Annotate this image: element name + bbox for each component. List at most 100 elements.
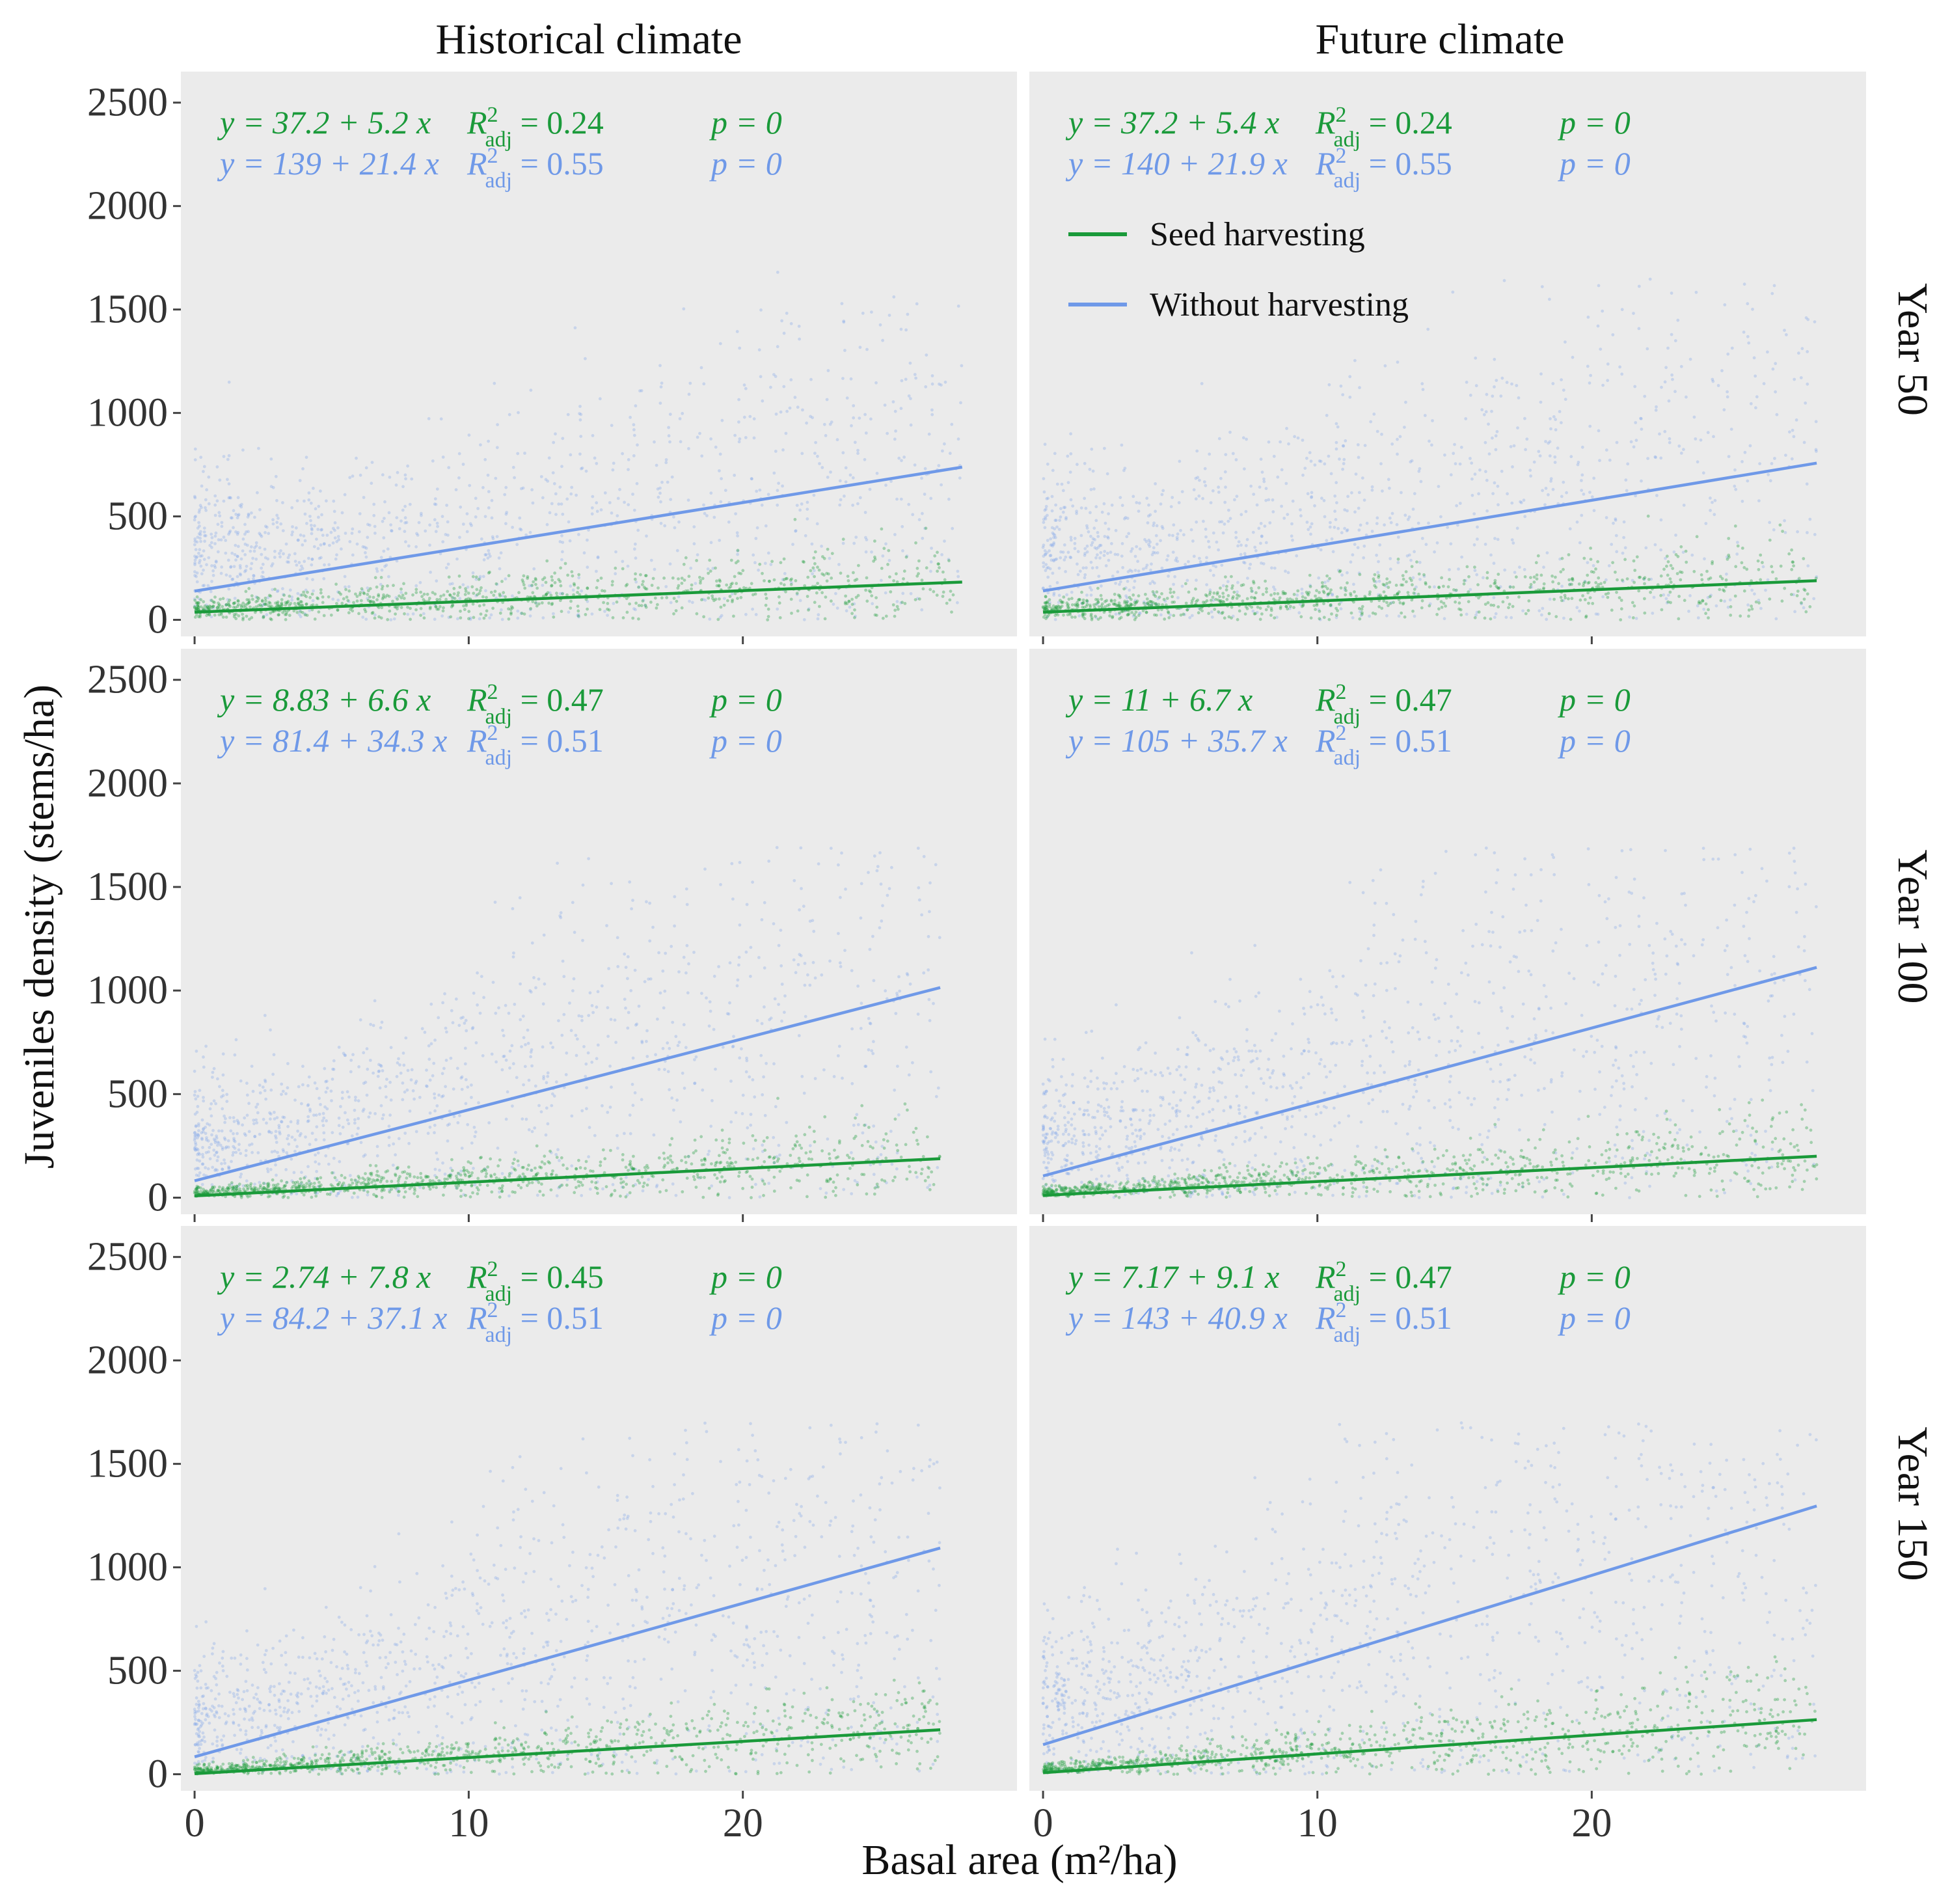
data-point	[256, 491, 259, 495]
data-point	[835, 606, 839, 610]
data-point	[1260, 562, 1263, 565]
data-point	[321, 534, 325, 537]
data-point	[870, 550, 873, 554]
data-point	[483, 553, 487, 556]
data-point	[404, 592, 408, 595]
data-point	[1780, 599, 1784, 603]
data-point	[197, 521, 200, 524]
data-point	[1622, 520, 1626, 524]
data-point	[295, 564, 299, 567]
data-point	[537, 1104, 541, 1108]
data-point	[1253, 612, 1256, 616]
data-point	[400, 591, 403, 594]
data-point	[1048, 605, 1051, 608]
data-point	[447, 616, 451, 619]
data-point	[1575, 520, 1579, 524]
data-point	[1272, 597, 1276, 601]
data-point	[670, 945, 673, 948]
data-point	[1341, 393, 1345, 396]
data-point	[947, 559, 951, 563]
data-point	[893, 437, 897, 441]
data-point	[666, 1041, 670, 1045]
data-point	[1358, 617, 1362, 621]
data-point	[340, 1091, 344, 1095]
data-point	[765, 597, 768, 600]
data-point	[904, 1045, 908, 1049]
data-point	[1308, 573, 1312, 577]
data-point	[508, 1049, 512, 1053]
data-point	[737, 571, 740, 575]
data-point	[1050, 509, 1054, 513]
data-point	[821, 555, 824, 558]
data-point	[748, 415, 752, 418]
data-point	[628, 1113, 632, 1117]
data-point	[429, 1002, 433, 1006]
data-point	[1122, 517, 1126, 521]
data-point	[1544, 487, 1548, 490]
data-point	[1062, 506, 1066, 510]
data-point	[557, 502, 561, 506]
data-point	[1790, 548, 1794, 552]
data-point	[1477, 492, 1481, 496]
data-point	[1336, 609, 1340, 612]
data-point	[447, 575, 451, 579]
data-point	[286, 1086, 290, 1090]
data-point	[470, 585, 474, 589]
data-point	[317, 1162, 321, 1166]
data-point	[1409, 578, 1413, 582]
data-point	[410, 477, 414, 481]
data-point	[1397, 614, 1401, 618]
data-point	[434, 605, 438, 608]
data-point	[1165, 597, 1169, 600]
data-point	[290, 595, 293, 599]
data-point	[1733, 468, 1737, 472]
data-point	[1301, 473, 1305, 477]
data-point	[1464, 417, 1468, 420]
data-point	[1044, 569, 1048, 573]
data-point	[202, 1099, 206, 1103]
data-point	[1511, 541, 1515, 545]
data-point	[262, 615, 265, 618]
data-point	[1385, 577, 1389, 581]
data-point	[738, 346, 742, 350]
data-point	[427, 1057, 431, 1061]
data-point	[472, 592, 476, 595]
data-point	[324, 1090, 328, 1094]
data-point	[254, 557, 258, 561]
data-point	[459, 609, 462, 613]
data-point	[1699, 438, 1703, 442]
data-point	[708, 618, 712, 621]
data-point	[580, 589, 584, 593]
data-point	[742, 415, 746, 419]
data-point	[869, 590, 873, 593]
data-point	[854, 536, 858, 539]
data-point	[1339, 384, 1343, 388]
data-point	[543, 576, 547, 580]
data-point	[310, 532, 314, 536]
data-point	[1446, 585, 1450, 589]
data-point	[1081, 615, 1085, 619]
data-point	[541, 616, 545, 619]
data-point	[1212, 531, 1215, 535]
data-point	[1161, 489, 1165, 493]
data-point	[1802, 557, 1806, 560]
data-point	[736, 597, 739, 600]
data-point	[225, 1100, 229, 1103]
data-point	[195, 606, 198, 610]
data-point	[296, 1129, 299, 1133]
data-point	[1489, 617, 1493, 621]
data-point	[679, 440, 683, 444]
data-point	[221, 1073, 225, 1077]
data-point	[940, 553, 943, 556]
data-point	[1485, 576, 1489, 580]
data-point	[211, 1070, 215, 1074]
data-point	[290, 533, 293, 537]
data-point	[846, 575, 850, 578]
data-point	[446, 590, 450, 593]
data-point	[539, 475, 543, 478]
data-point	[738, 437, 742, 441]
data-point	[830, 577, 833, 580]
data-point	[241, 618, 245, 621]
data-point	[893, 533, 897, 536]
data-point	[217, 1129, 221, 1133]
